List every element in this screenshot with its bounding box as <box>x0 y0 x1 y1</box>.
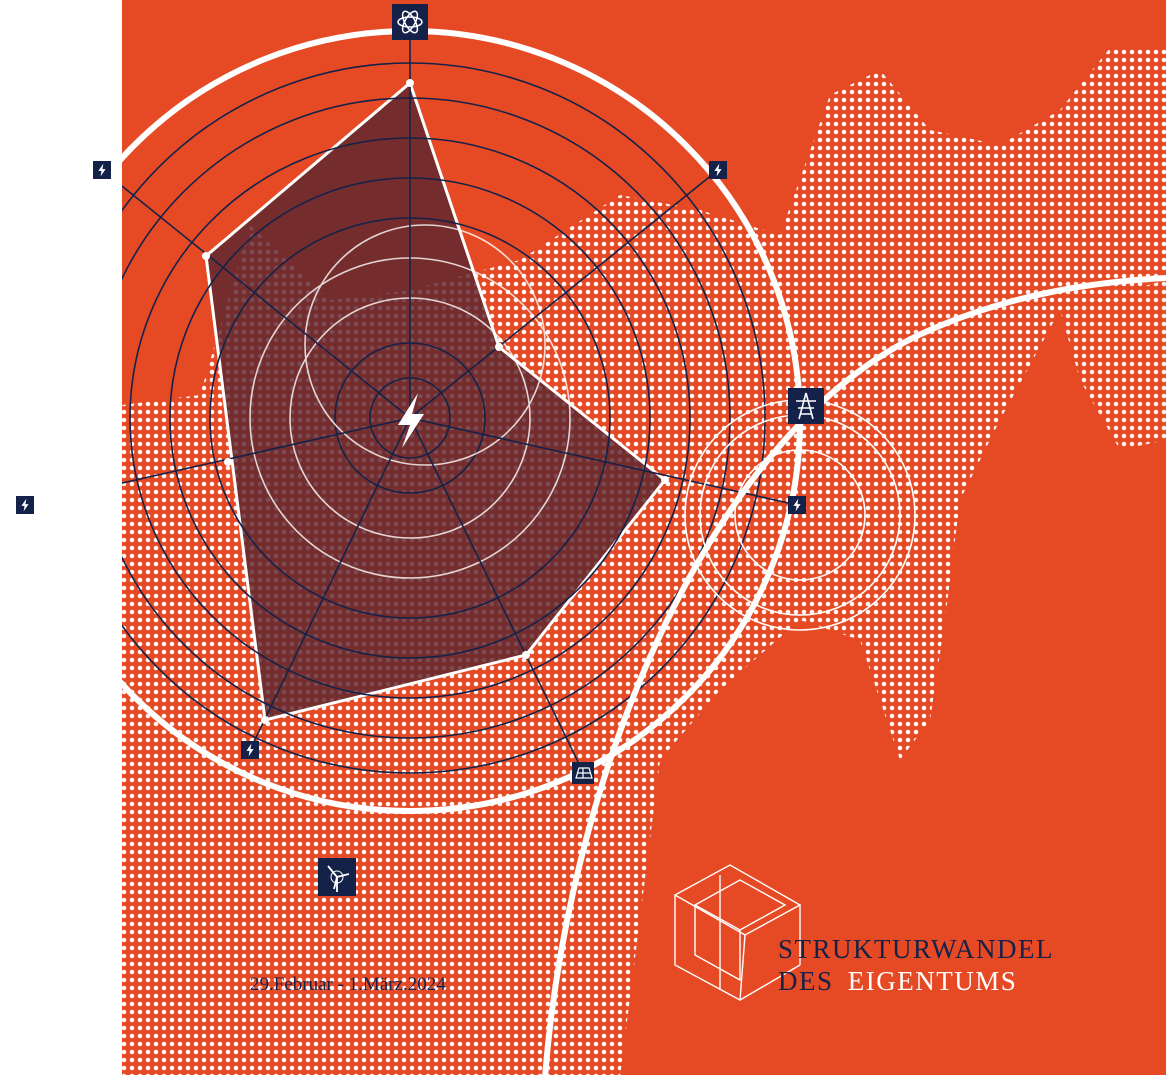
title-line-1: STRUKTURWANDEL <box>778 934 1054 964</box>
dot-field-right <box>1060 280 1166 450</box>
artwork: STRUKTURWANDEL DES EIGENTUMS 29.Februar … <box>122 0 1166 1075</box>
radar-axes <box>122 22 798 773</box>
title-prefix: DES <box>778 966 834 996</box>
title-line-2: DES EIGENTUMS <box>778 966 1017 996</box>
logo-cube <box>673 864 802 1002</box>
event-date: 29.Februar - 1.März.2024 <box>250 974 446 995</box>
tower-icon <box>788 388 824 424</box>
wind-icon <box>318 858 356 896</box>
atom-icon <box>392 4 428 40</box>
solar-icon <box>572 762 594 784</box>
radar-vertices <box>202 79 669 724</box>
center-bolt <box>398 393 424 448</box>
title-suffix: EIGENTUMS <box>848 966 1018 996</box>
